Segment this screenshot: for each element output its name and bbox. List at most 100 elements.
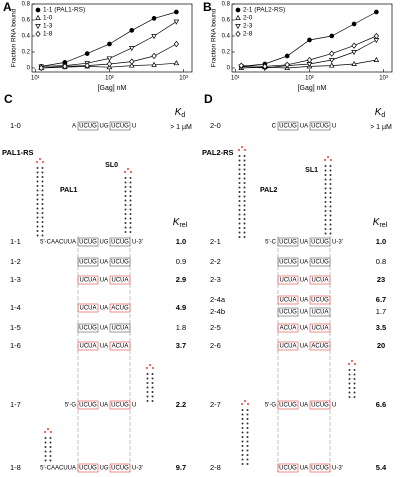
nucleotide <box>36 216 39 219</box>
nucleotide <box>329 228 332 230</box>
nucleotide <box>243 195 246 198</box>
nucleotide <box>124 204 127 206</box>
header-subscript: d <box>181 112 185 119</box>
sequence-motif: UCUG <box>311 466 329 472</box>
row-label: 2-1 <box>210 237 221 246</box>
nucleotide <box>324 192 327 194</box>
row-label: 2-8 <box>210 463 221 472</box>
loop-nucleotide <box>36 161 38 163</box>
sequence: UA <box>100 344 108 350</box>
nucleotide <box>41 198 44 201</box>
sequence: U-3' <box>332 240 343 246</box>
nucleotide <box>124 213 127 215</box>
sequence: U-3' <box>132 466 143 472</box>
nucleotide <box>146 391 149 393</box>
marker <box>151 16 157 21</box>
nucleotide <box>241 440 244 443</box>
nucleotide <box>329 187 332 190</box>
sequence-box <box>109 341 131 351</box>
plot-frame <box>31 3 193 73</box>
legend-label: 1-1 (PAL1-RS) <box>43 7 85 14</box>
panel-label: C <box>4 92 13 106</box>
sequence: UA <box>100 260 108 266</box>
nucleotide <box>324 165 327 167</box>
nucleotide <box>238 164 241 166</box>
nucleotide <box>353 369 356 371</box>
panel-label: B <box>203 0 212 14</box>
row-label: 2-3 <box>210 275 221 284</box>
header-symbol: K <box>175 107 183 118</box>
row-label: 1-3 <box>10 275 21 284</box>
sequence-motif: UCUA <box>79 278 96 284</box>
nucleotide <box>348 373 351 376</box>
nucleotide <box>238 236 241 238</box>
nucleotide <box>324 214 327 217</box>
marker <box>151 61 157 67</box>
sequence-box <box>77 237 99 247</box>
sequence: UA <box>300 260 308 266</box>
nucleotide <box>41 167 44 169</box>
nucleotide <box>246 440 249 443</box>
nucleotide <box>243 155 246 157</box>
nucleotide <box>246 454 249 456</box>
nucleotide <box>353 378 356 380</box>
marker <box>351 50 357 56</box>
krel-value: 5.4 <box>376 463 387 472</box>
nucleotide <box>243 236 246 238</box>
y-axis-label: Fraction RNA bound <box>211 8 218 67</box>
nucleotide <box>241 458 244 461</box>
nucleotide <box>36 189 39 192</box>
x-tick-label: 10² <box>105 76 114 82</box>
nucleotide <box>348 382 351 385</box>
loop-nucleotide <box>247 403 249 405</box>
loop-nucleotide <box>244 400 246 402</box>
marker <box>328 58 335 64</box>
sequence-box <box>109 257 131 267</box>
nucleotide <box>246 422 249 425</box>
sequence: 5'-CAACUUA <box>40 240 76 246</box>
motif-label: PAL2 <box>260 187 277 194</box>
sequence-box <box>309 400 331 410</box>
nucleotide <box>246 449 249 452</box>
loop-nucleotide <box>351 360 353 362</box>
sequence-motif: UCUG <box>311 403 329 409</box>
legend-marker <box>35 24 41 30</box>
nucleotide <box>241 418 244 420</box>
nucleotide <box>324 201 327 203</box>
sequence-box <box>77 341 99 351</box>
nucleotide <box>324 205 327 208</box>
header-symbol: K <box>373 217 381 228</box>
nucleotide <box>324 187 327 190</box>
sequence-box <box>277 307 299 317</box>
sequence-motif: UCUA <box>311 326 328 332</box>
nucleotide <box>41 212 44 214</box>
marker <box>151 34 157 40</box>
sequence: U-3' <box>332 466 343 472</box>
nucleotide <box>246 418 249 420</box>
legend-marker <box>235 30 241 38</box>
nucleotide <box>129 222 132 224</box>
sequence-box <box>109 400 131 410</box>
row-label: 1-4 <box>10 303 21 312</box>
header-subscript: rel <box>379 222 387 229</box>
nucleotide <box>238 209 241 211</box>
loop-nucleotide <box>127 168 129 170</box>
nucleotide <box>324 223 327 226</box>
header: Krel <box>373 217 388 229</box>
nucleotide <box>129 213 132 215</box>
nucleotide <box>353 373 356 376</box>
x-axis-label: [Gag] nM <box>98 85 127 92</box>
sequence-motif: ACUG <box>311 344 329 350</box>
nucleotide <box>246 445 249 447</box>
sequence-box <box>309 307 331 317</box>
loop-nucleotide <box>241 403 243 405</box>
motif-label: PAL1 <box>60 187 77 194</box>
row-label: 2-2 <box>210 257 221 266</box>
nucleotide <box>324 169 327 172</box>
nucleotide <box>49 441 52 444</box>
krel-value: 1.7 <box>376 307 386 316</box>
nucleotide <box>241 463 244 465</box>
nucleotide <box>329 210 332 212</box>
loop-nucleotide <box>130 171 132 173</box>
